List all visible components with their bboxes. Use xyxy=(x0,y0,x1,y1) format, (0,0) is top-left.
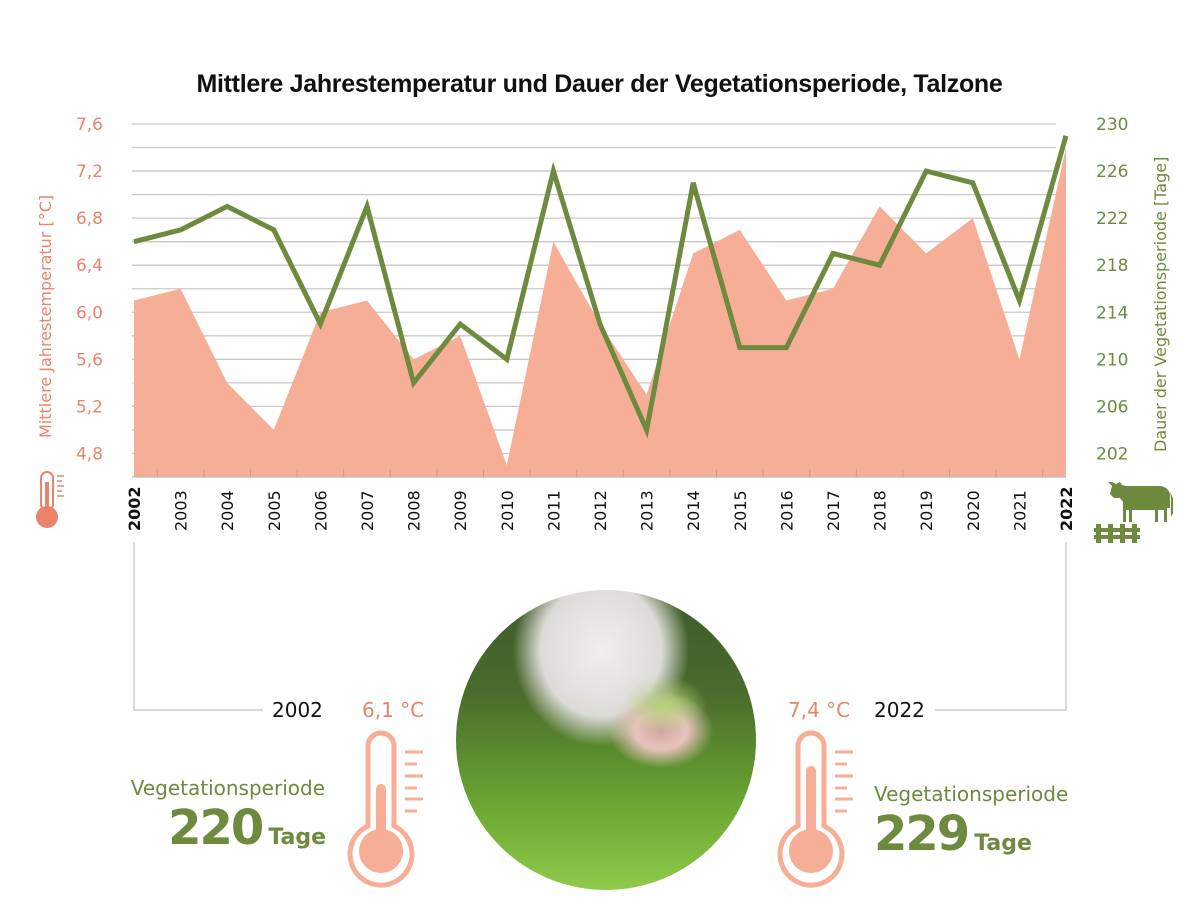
end-year-label: 2022 xyxy=(874,698,925,722)
connector-2022 xyxy=(935,542,1067,711)
y-right-tick-label: 206 xyxy=(1096,397,1128,417)
cow-icon xyxy=(1108,482,1173,522)
y-axis-right-title: Dauer der Vegetationsperiode [Tage] xyxy=(1151,157,1170,452)
end-days-unit: Tage xyxy=(974,831,1032,856)
y-right-tick-label: 222 xyxy=(1096,209,1128,229)
thermometer-2022-icon xyxy=(777,730,853,888)
y-right-tick-label: 226 xyxy=(1096,162,1128,182)
x-tick-label: 2007 xyxy=(358,490,377,531)
x-tick-label: 2011 xyxy=(544,490,563,531)
y-axis-left-title: Mittlere Jahrestemperatur [°C] xyxy=(36,195,55,438)
y-right-tick-label: 218 xyxy=(1096,256,1128,276)
end-days: 229 Tage xyxy=(874,806,1032,862)
thermometer-icon xyxy=(36,471,64,528)
start-temperature-label: 6,1 °C xyxy=(362,698,425,722)
start-vegetation-label: Vegetationsperiode xyxy=(130,776,325,800)
x-axis-ticks xyxy=(132,469,1066,478)
cow-grazing-photo xyxy=(456,590,756,890)
x-tick-label: 2020 xyxy=(964,490,983,531)
vegetation-line xyxy=(133,135,1069,439)
start-days-unit: Tage xyxy=(268,825,326,850)
x-tick-label: 2012 xyxy=(591,490,610,531)
x-tick-label: 2021 xyxy=(1010,490,1029,531)
y-left-tick-label: 6,8 xyxy=(76,209,103,229)
x-tick-label: 2019 xyxy=(917,490,936,531)
x-tick-label: 2002 xyxy=(125,486,144,531)
start-days-value: 220 xyxy=(168,800,264,856)
y-left-tick-label: 7,2 xyxy=(76,162,103,182)
end-days-value: 229 xyxy=(874,806,970,862)
fence-icon xyxy=(1094,524,1140,543)
y-left-tick-label: 5,2 xyxy=(76,397,103,417)
connector-2002 xyxy=(133,542,263,711)
temperature-area xyxy=(134,147,1066,478)
y-right-tick-label: 202 xyxy=(1096,444,1128,464)
y-right-tick-label: 230 xyxy=(1096,115,1128,135)
x-tick-label: 2006 xyxy=(311,490,330,531)
start-year-label: 2002 xyxy=(272,698,323,722)
x-tick-label: 2015 xyxy=(731,490,750,531)
x-tick-label: 2022 xyxy=(1057,486,1076,531)
y-right-tick-label: 214 xyxy=(1096,303,1128,323)
x-tick-label: 2005 xyxy=(265,490,284,531)
temperature-area-series xyxy=(134,147,1066,478)
x-tick-label: 2003 xyxy=(172,490,191,531)
x-tick-label: 2009 xyxy=(451,490,470,531)
start-days: 220 Tage xyxy=(168,800,326,856)
x-tick-label: 2014 xyxy=(684,490,703,531)
thermometer-2002-icon xyxy=(347,730,423,888)
end-vegetation-label: Vegetationsperiode xyxy=(874,782,1069,806)
x-axis-labels: 2002 2003 2004 2005 2006 2007 2008 2009 2010 2011… xyxy=(125,486,1076,531)
y-left-tick-label: 7,6 xyxy=(76,115,103,135)
x-tick-label: 2017 xyxy=(824,490,843,531)
y-axis-right-labels: 230 226 222 218 214 210 206 202 xyxy=(1096,115,1128,464)
chart-title: Mittlere Jahrestemperatur und Dauer der … xyxy=(196,70,1003,98)
vegetation-line-series xyxy=(133,135,1069,439)
y-axis-left-labels: 7,6 7,2 6,8 6,4 6,0 5,6 5,2 4,8 xyxy=(76,115,103,464)
y-right-tick-label: 210 xyxy=(1096,350,1128,370)
x-tick-label: 2010 xyxy=(498,490,517,531)
y-left-tick-label: 6,0 xyxy=(76,303,103,323)
y-left-tick-label: 5,6 xyxy=(76,350,103,370)
x-tick-label: 2008 xyxy=(405,490,424,531)
y-left-tick-label: 4,8 xyxy=(76,444,103,464)
end-temperature-label: 7,4 °C xyxy=(788,698,851,722)
x-tick-label: 2016 xyxy=(777,490,796,531)
x-tick-label: 2013 xyxy=(638,490,657,531)
x-tick-label: 2018 xyxy=(871,490,890,531)
y-left-tick-label: 6,4 xyxy=(76,256,103,276)
x-tick-label: 2004 xyxy=(218,490,237,531)
